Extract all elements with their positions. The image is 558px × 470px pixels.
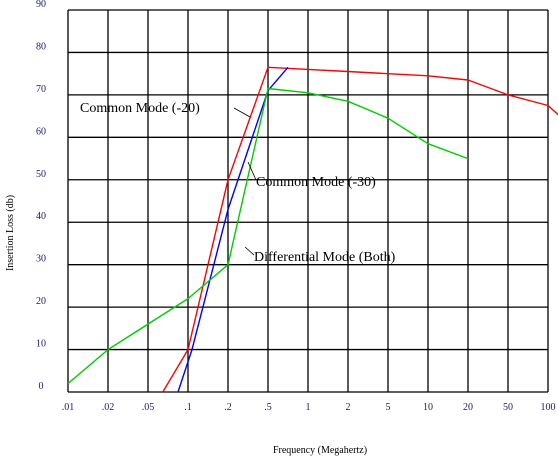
annotations: Common Mode (-20) Common Mode (-30) Differ… xyxy=(80,101,396,265)
x-axis-ticks: .01 .02 .05 .1 .2 .5 1 2 5 10 20 50 100 xyxy=(62,402,556,413)
x-tick-label: .1 xyxy=(184,402,192,413)
series-line xyxy=(67,87,469,385)
x-tick-label: 100 xyxy=(541,402,556,413)
x-tick-label: .5 xyxy=(264,402,272,413)
series-line xyxy=(177,66,289,393)
x-tick-label: .2 xyxy=(224,402,232,413)
x-tick-label: .05 xyxy=(142,402,155,413)
plot-grid xyxy=(67,9,549,393)
series-line xyxy=(162,66,558,393)
x-tick-label: 10 xyxy=(423,402,433,413)
y-tick-label: 40 xyxy=(36,211,46,222)
x-tick-label: 20 xyxy=(463,402,473,413)
y-axis-label: Insertion Loss (db) xyxy=(5,195,16,271)
annotation-pointer xyxy=(247,161,257,181)
x-axis-label: Frequency (Megahertz) xyxy=(273,445,367,456)
x-tick-label: 1 xyxy=(306,402,311,413)
annotation-pointer xyxy=(244,246,255,256)
y-tick-label: 30 xyxy=(36,254,46,265)
x-tick-label: 50 xyxy=(503,402,513,413)
annotation-label: Common Mode (-30) xyxy=(256,175,376,190)
y-tick-label: 90 xyxy=(36,0,46,10)
x-tick-label: 5 xyxy=(386,402,391,413)
x-tick-label: 2 xyxy=(346,402,351,413)
y-tick-label: 80 xyxy=(36,41,46,52)
y-tick-label: 10 xyxy=(36,339,46,350)
y-tick-label: 20 xyxy=(36,296,46,307)
annotation-pointer xyxy=(233,107,251,118)
y-tick-label: 50 xyxy=(36,169,46,180)
y-axis-ticks: 0 10 20 30 40 50 60 70 80 90 xyxy=(36,0,46,392)
y-tick-label: 70 xyxy=(36,84,46,95)
annotation-label: Differential Mode (Both) xyxy=(254,250,396,265)
series-lines xyxy=(67,66,558,393)
x-tick-label: .02 xyxy=(102,402,115,413)
y-tick-label: 0 xyxy=(39,381,44,392)
annotation-label: Common Mode (-20) xyxy=(80,101,200,116)
x-tick-label: .01 xyxy=(62,402,75,413)
y-tick-label: 60 xyxy=(36,126,46,137)
